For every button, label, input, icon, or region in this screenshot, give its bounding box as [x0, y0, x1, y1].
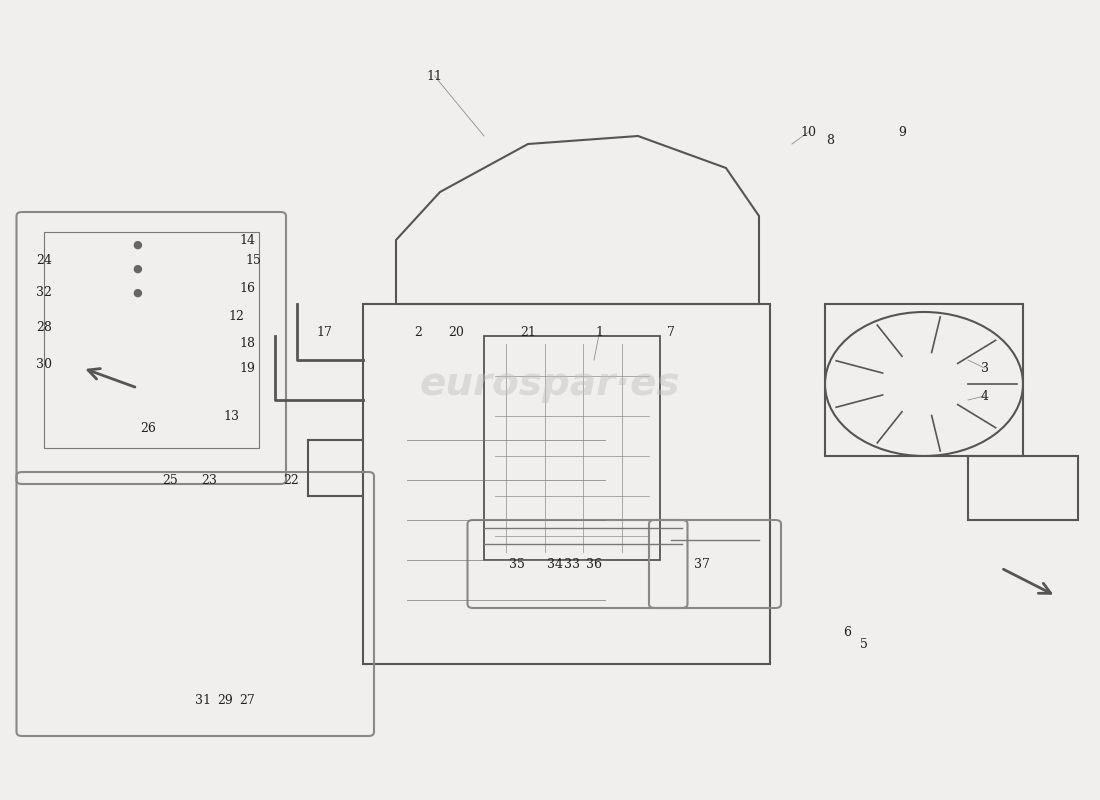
Text: 22: 22: [284, 474, 299, 486]
Text: 30: 30: [36, 358, 52, 370]
Text: 8: 8: [826, 134, 835, 146]
Text: 10: 10: [801, 126, 816, 138]
Text: ●: ●: [132, 264, 142, 274]
Text: 4: 4: [980, 390, 989, 402]
Text: 12: 12: [229, 310, 244, 322]
Text: ●: ●: [132, 288, 142, 298]
Text: 24: 24: [36, 254, 52, 266]
Text: 7: 7: [667, 326, 675, 338]
Text: 5: 5: [859, 638, 868, 650]
Text: 14: 14: [240, 234, 255, 246]
Text: 25: 25: [163, 474, 178, 486]
Text: 1: 1: [595, 326, 604, 338]
Text: 36: 36: [586, 558, 602, 570]
Text: 18: 18: [240, 338, 255, 350]
Text: 27: 27: [240, 694, 255, 706]
Text: 28: 28: [36, 322, 52, 334]
Text: 6: 6: [843, 626, 851, 638]
Text: 34: 34: [548, 558, 563, 570]
Text: 33: 33: [564, 558, 580, 570]
Text: 9: 9: [898, 126, 906, 138]
Text: 26: 26: [141, 422, 156, 434]
Text: eurospar·es: eurospar·es: [420, 365, 680, 403]
Text: 13: 13: [223, 410, 239, 422]
Text: 32: 32: [36, 286, 52, 298]
Text: 17: 17: [317, 326, 332, 338]
Text: 16: 16: [240, 282, 255, 294]
Text: 35: 35: [509, 558, 525, 570]
Text: 19: 19: [240, 362, 255, 374]
Text: ●: ●: [132, 240, 142, 250]
Text: 37: 37: [694, 558, 710, 570]
Text: 15: 15: [245, 254, 261, 266]
Text: 21: 21: [520, 326, 536, 338]
Text: 2: 2: [414, 326, 422, 338]
Text: 23: 23: [201, 474, 217, 486]
Text: 29: 29: [218, 694, 233, 706]
Text: 20: 20: [449, 326, 464, 338]
Text: 11: 11: [427, 70, 442, 82]
Text: 31: 31: [196, 694, 211, 706]
Text: 3: 3: [980, 362, 989, 374]
